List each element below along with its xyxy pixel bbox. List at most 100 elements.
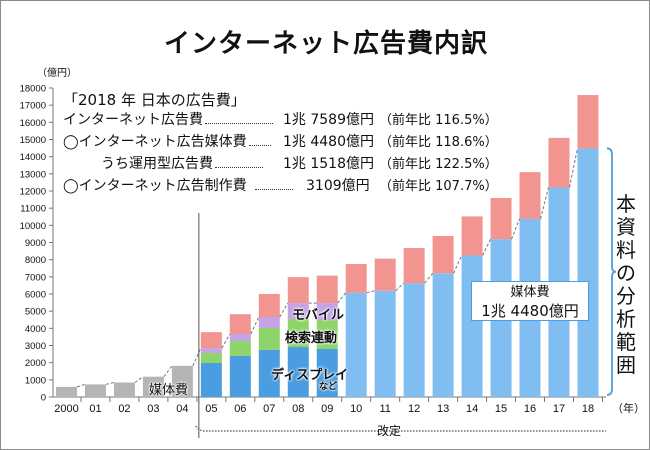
- x-tick-label: 18: [582, 403, 594, 415]
- y-tick-label: 7000: [25, 272, 46, 283]
- summary-row: インターネット広告費: [63, 113, 275, 127]
- y-axis-title: （億円）: [37, 66, 77, 79]
- y-tick-label: 10000: [20, 221, 46, 232]
- media-box-title: 媒体費: [510, 285, 550, 300]
- display-suffix-label: など: [319, 382, 338, 392]
- bar-media_old: [56, 386, 77, 397]
- x-tick-label: 11: [379, 403, 390, 415]
- bar-production: [519, 172, 541, 219]
- summary-yoy: （前年比 122.5%）: [379, 157, 498, 172]
- leader-dots: [254, 188, 293, 190]
- leader-dots: [248, 144, 271, 146]
- bar-production: [258, 293, 280, 318]
- bar-production: [432, 235, 454, 274]
- revision-label: 改定: [377, 424, 402, 438]
- y-tick-label: 14000: [20, 152, 46, 163]
- bar-media_old: [84, 384, 106, 397]
- media-trend-dashed-line: [163, 365, 173, 377]
- y-tick-label: 6000: [25, 290, 46, 301]
- media-total-box: 媒体費 1兆 4480億円: [471, 281, 589, 321]
- x-tick-label: 16: [524, 403, 536, 415]
- bar-display: [316, 348, 338, 397]
- bar-media_old: [142, 376, 164, 397]
- media-trend-dashed-line: [511, 218, 520, 240]
- bar-mobile: [229, 333, 251, 342]
- media-trend-dashed-line: [482, 238, 491, 256]
- media-trend-dashed-line: [134, 376, 144, 383]
- bar-production: [403, 247, 425, 284]
- bar-mobile: [316, 303, 338, 321]
- bar-production: [577, 95, 599, 149]
- y-tick-label: 5000: [25, 307, 46, 318]
- media-trend-dashed-line: [453, 255, 463, 274]
- bar-mobile: [287, 303, 309, 320]
- scope-bracket: [606, 147, 617, 396]
- summary-label: インターネット広告費: [63, 112, 203, 128]
- revision-range-dotted-line: [195, 425, 606, 432]
- bar-mobile: [258, 317, 280, 328]
- media-trend-dashed-line: [76, 383, 86, 388]
- bar-search: [229, 341, 251, 356]
- bar-production: [345, 264, 367, 293]
- media-trend-dashed-line: [424, 273, 433, 284]
- bar-media: [403, 283, 425, 397]
- summary-row: ◯インターネット広告媒体費: [63, 135, 273, 149]
- y-tick-label: 15000: [20, 135, 46, 146]
- x-tick-label: 02: [118, 403, 130, 415]
- summary-value: 1兆 7589億円: [283, 112, 374, 128]
- summary-yoy: （前年比 116.5%）: [379, 113, 498, 128]
- mobile-label: モバイル: [292, 308, 345, 323]
- y-tick-label: 9000: [25, 238, 46, 249]
- y-tick-label: 18000: [20, 84, 46, 95]
- media-trend-dashed-line: [337, 292, 347, 304]
- bar-display: [229, 355, 251, 397]
- bar-media: [345, 292, 367, 397]
- y-tick-label: 16000: [20, 118, 46, 129]
- bar-production: [200, 332, 222, 349]
- y-tick-label: 0: [41, 393, 46, 404]
- bar-production: [374, 258, 396, 291]
- bar-search: [287, 319, 309, 348]
- media-trend-dashed-line: [279, 302, 289, 318]
- leader-dots: [205, 122, 273, 124]
- bar-mobile: [200, 348, 222, 354]
- x-tick-label: 09: [321, 403, 333, 415]
- x-axis-title: （年）: [612, 401, 645, 415]
- summary-label: うち運用型広告費: [101, 156, 213, 172]
- bar-media_old: [113, 382, 135, 397]
- summary-label: ◯インターネット広告媒体費: [63, 134, 247, 150]
- x-tick-label: 14: [466, 403, 478, 415]
- x-tick-label: 03: [147, 403, 159, 415]
- x-tick-label: 10: [350, 403, 362, 415]
- x-tick-label: 05: [205, 403, 217, 415]
- y-tick-label: 11000: [20, 204, 46, 215]
- bar-production: [229, 314, 251, 334]
- media-box-value: 1兆 4480億円: [481, 302, 579, 320]
- x-tick-label: 12: [408, 403, 420, 415]
- bar-display: [258, 349, 280, 397]
- y-tick-label: 1000: [25, 375, 46, 386]
- media-trend-dashed-line: [569, 148, 578, 188]
- y-tick-label: 12000: [20, 187, 46, 198]
- y-tick-label: 3000: [25, 341, 46, 352]
- y-tick-label: 8000: [25, 255, 46, 266]
- media-trend-dashed-line: [395, 282, 404, 292]
- media-trend-dashed-line: [221, 333, 231, 349]
- summary-value: 3109億円: [306, 178, 370, 194]
- bar-search: [316, 320, 338, 349]
- bar-display: [287, 347, 309, 397]
- bar-media: [461, 255, 483, 397]
- bar-production: [316, 275, 338, 304]
- summary-row: うち運用型広告費: [101, 157, 265, 171]
- media-trend-dashed-line: [540, 187, 549, 219]
- summary-value: 1兆 1518億円: [283, 156, 374, 172]
- bar-search: [200, 353, 222, 364]
- summary-label: ◯インターネット広告制作費: [63, 178, 247, 194]
- x-tick-label: 04: [176, 403, 188, 415]
- y-tick-label: 17000: [20, 101, 46, 112]
- x-tick-label: 07: [263, 403, 275, 415]
- bar-display: [200, 363, 222, 397]
- media-trend-dashed-line: [366, 290, 375, 294]
